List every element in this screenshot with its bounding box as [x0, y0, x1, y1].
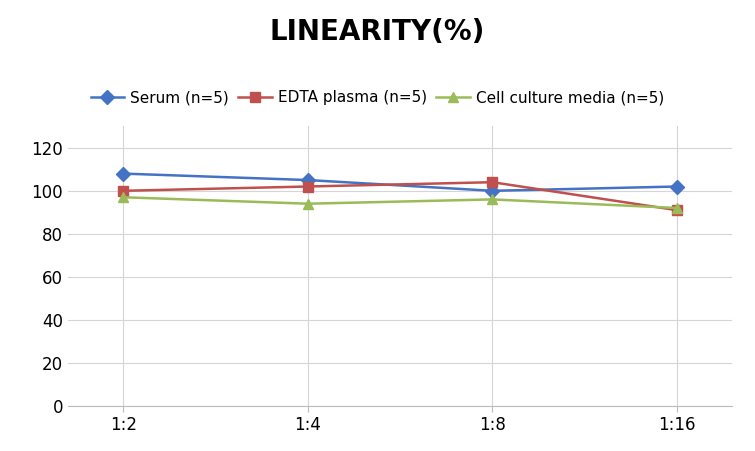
Cell culture media (n=5)	[673, 205, 682, 211]
Line: EDTA plasma (n=5): EDTA plasma (n=5)	[119, 177, 682, 215]
EDTA plasma (n=5)	[119, 188, 128, 193]
Serum (n=5)	[488, 188, 497, 193]
EDTA plasma (n=5)	[304, 184, 313, 189]
Cell culture media (n=5)	[119, 194, 128, 200]
Cell culture media (n=5)	[488, 197, 497, 202]
Serum (n=5)	[673, 184, 682, 189]
EDTA plasma (n=5)	[673, 207, 682, 213]
Serum (n=5)	[119, 171, 128, 176]
Text: LINEARITY(%): LINEARITY(%)	[270, 18, 485, 46]
EDTA plasma (n=5)	[488, 179, 497, 185]
Serum (n=5)	[304, 177, 313, 183]
Line: Cell culture media (n=5): Cell culture media (n=5)	[119, 193, 682, 213]
Line: Serum (n=5): Serum (n=5)	[119, 169, 682, 196]
Cell culture media (n=5)	[304, 201, 313, 207]
Legend: Serum (n=5), EDTA plasma (n=5), Cell culture media (n=5): Serum (n=5), EDTA plasma (n=5), Cell cul…	[85, 84, 670, 111]
